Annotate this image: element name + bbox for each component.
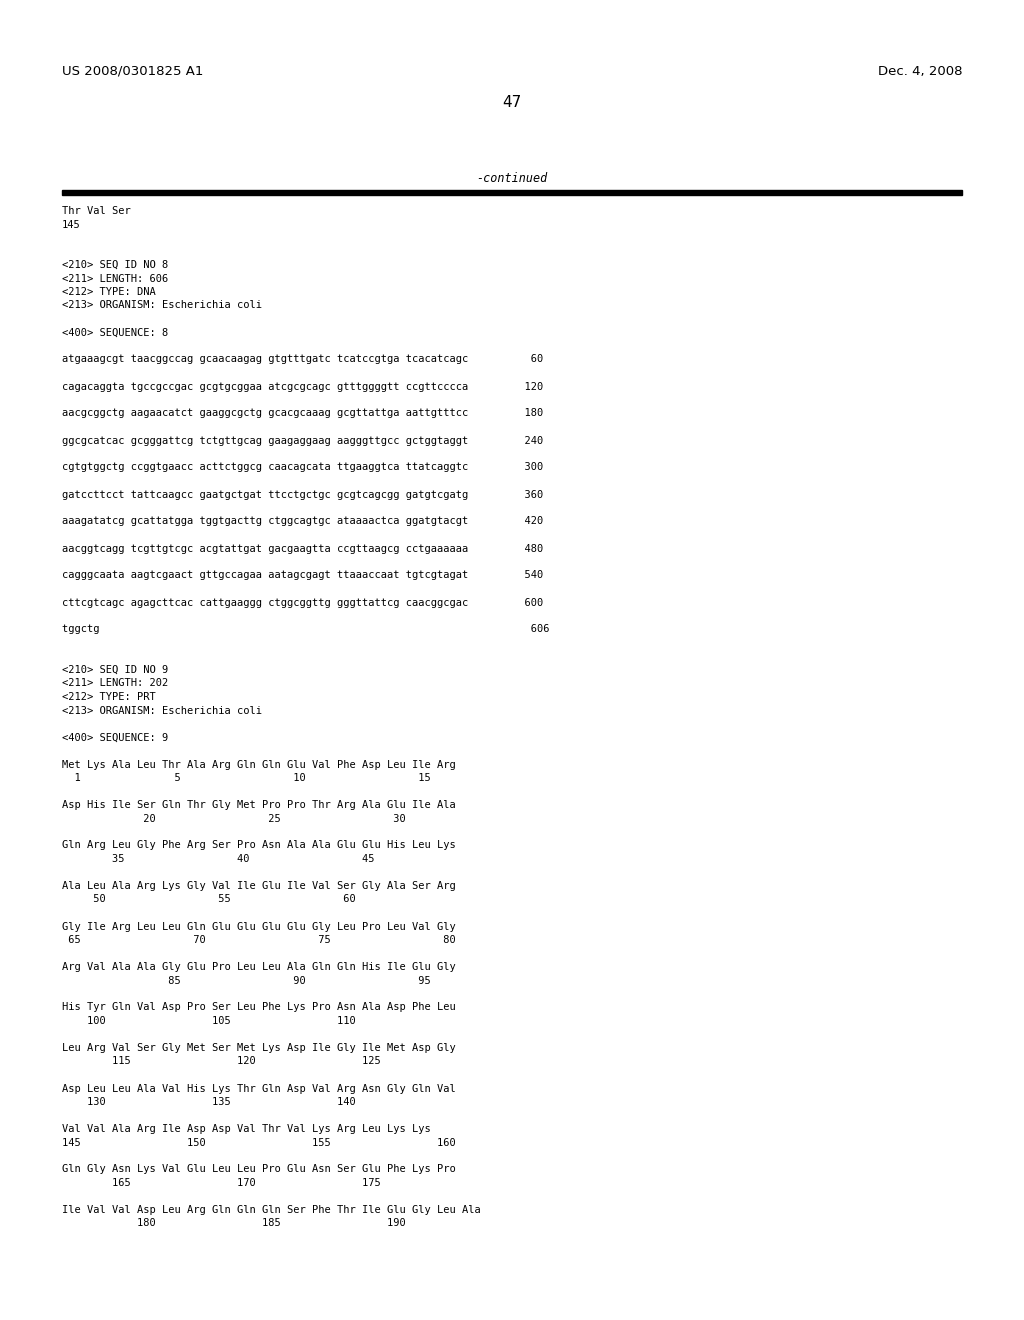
Text: aaagatatcg gcattatgga tggtgacttg ctggcagtgc ataaaactca ggatgtacgt         420: aaagatatcg gcattatgga tggtgacttg ctggcag… (62, 516, 544, 527)
Text: Val Val Ala Arg Ile Asp Asp Val Thr Val Lys Arg Leu Lys Lys: Val Val Ala Arg Ile Asp Asp Val Thr Val … (62, 1125, 431, 1134)
Text: 50                  55                  60: 50 55 60 (62, 895, 355, 904)
Text: <212> TYPE: PRT: <212> TYPE: PRT (62, 692, 156, 702)
Text: 145                 150                 155                 160: 145 150 155 160 (62, 1138, 456, 1147)
Text: US 2008/0301825 A1: US 2008/0301825 A1 (62, 65, 204, 78)
Text: Gln Gly Asn Lys Val Glu Leu Leu Pro Glu Asn Ser Glu Phe Lys Pro: Gln Gly Asn Lys Val Glu Leu Leu Pro Glu … (62, 1164, 456, 1175)
Text: <211> LENGTH: 606: <211> LENGTH: 606 (62, 273, 168, 284)
Text: 100                 105                 110: 100 105 110 (62, 1016, 355, 1026)
Text: 20                  25                  30: 20 25 30 (62, 813, 406, 824)
Text: 130                 135                 140: 130 135 140 (62, 1097, 355, 1107)
Text: Gly Ile Arg Leu Leu Gln Glu Glu Glu Glu Gly Leu Pro Leu Val Gly: Gly Ile Arg Leu Leu Gln Glu Glu Glu Glu … (62, 921, 456, 932)
Text: Ala Leu Ala Arg Lys Gly Val Ile Glu Ile Val Ser Gly Ala Ser Arg: Ala Leu Ala Arg Lys Gly Val Ile Glu Ile … (62, 880, 456, 891)
Text: cagggcaata aagtcgaact gttgccagaa aatagcgagt ttaaaccaat tgtcgtagat         540: cagggcaata aagtcgaact gttgccagaa aatagcg… (62, 570, 544, 581)
Text: Leu Arg Val Ser Gly Met Ser Met Lys Asp Ile Gly Ile Met Asp Gly: Leu Arg Val Ser Gly Met Ser Met Lys Asp … (62, 1043, 456, 1053)
Text: -continued: -continued (476, 172, 548, 185)
Text: <400> SEQUENCE: 8: <400> SEQUENCE: 8 (62, 327, 168, 338)
Text: <213> ORGANISM: Escherichia coli: <213> ORGANISM: Escherichia coli (62, 705, 262, 715)
Text: 115                 120                 125: 115 120 125 (62, 1056, 381, 1067)
Text: Thr Val Ser: Thr Val Ser (62, 206, 131, 216)
Text: cagacaggta tgccgccgac gcgtgcggaa atcgcgcagc gtttggggtt ccgttcccca         120: cagacaggta tgccgccgac gcgtgcggaa atcgcgc… (62, 381, 544, 392)
Text: 1               5                  10                  15: 1 5 10 15 (62, 774, 431, 783)
Text: atgaaagcgt taacggccag gcaacaagag gtgtttgatc tcatccgtga tcacatcagc          60: atgaaagcgt taacggccag gcaacaagag gtgtttg… (62, 355, 544, 364)
Text: <211> LENGTH: 202: <211> LENGTH: 202 (62, 678, 168, 689)
Text: <213> ORGANISM: Escherichia coli: <213> ORGANISM: Escherichia coli (62, 301, 262, 310)
Text: cttcgtcagc agagcttcac cattgaaggg ctggcggttg gggttattcg caacggcgac         600: cttcgtcagc agagcttcac cattgaaggg ctggcgg… (62, 598, 544, 607)
Text: 180                 185                 190: 180 185 190 (62, 1218, 406, 1229)
Text: <212> TYPE: DNA: <212> TYPE: DNA (62, 286, 156, 297)
Text: ggcgcatcac gcgggattcg tctgttgcag gaagaggaag aagggttgcc gctggtaggt         240: ggcgcatcac gcgggattcg tctgttgcag gaagagg… (62, 436, 544, 446)
Text: gatccttcct tattcaagcc gaatgctgat ttcctgctgc gcgtcagcgg gatgtcgatg         360: gatccttcct tattcaagcc gaatgctgat ttcctgc… (62, 490, 544, 499)
Text: Gln Arg Leu Gly Phe Arg Ser Pro Asn Ala Ala Glu Glu His Leu Lys: Gln Arg Leu Gly Phe Arg Ser Pro Asn Ala … (62, 841, 456, 850)
Text: Dec. 4, 2008: Dec. 4, 2008 (878, 65, 962, 78)
Text: 165                 170                 175: 165 170 175 (62, 1177, 381, 1188)
Text: 47: 47 (503, 95, 521, 110)
Text: cgtgtggctg ccggtgaacc acttctggcg caacagcata ttgaaggtca ttatcaggtc         300: cgtgtggctg ccggtgaacc acttctggcg caacagc… (62, 462, 544, 473)
Text: <210> SEQ ID NO 8: <210> SEQ ID NO 8 (62, 260, 168, 271)
Text: Ile Val Val Asp Leu Arg Gln Gln Gln Ser Phe Thr Ile Glu Gly Leu Ala: Ile Val Val Asp Leu Arg Gln Gln Gln Ser … (62, 1205, 480, 1214)
Text: aacggtcagg tcgttgtcgc acgtattgat gacgaagtta ccgttaagcg cctgaaaaaа         480: aacggtcagg tcgttgtcgc acgtattgat gacgaag… (62, 544, 544, 553)
Text: <210> SEQ ID NO 9: <210> SEQ ID NO 9 (62, 665, 168, 675)
Text: aacgcggctg aagaacatct gaaggcgctg gcacgcaaag gcgttattga aattgtttcc         180: aacgcggctg aagaacatct gaaggcgctg gcacgca… (62, 408, 544, 418)
Text: <400> SEQUENCE: 9: <400> SEQUENCE: 9 (62, 733, 168, 742)
Text: 65                  70                  75                  80: 65 70 75 80 (62, 935, 456, 945)
Text: 35                  40                  45: 35 40 45 (62, 854, 375, 865)
Text: Asp His Ile Ser Gln Thr Gly Met Pro Pro Thr Arg Ala Glu Ile Ala: Asp His Ile Ser Gln Thr Gly Met Pro Pro … (62, 800, 456, 810)
Text: His Tyr Gln Val Asp Pro Ser Leu Phe Lys Pro Asn Ala Asp Phe Leu: His Tyr Gln Val Asp Pro Ser Leu Phe Lys … (62, 1002, 456, 1012)
Text: 85                  90                  95: 85 90 95 (62, 975, 431, 986)
Text: Arg Val Ala Ala Gly Glu Pro Leu Leu Ala Gln Gln His Ile Glu Gly: Arg Val Ala Ala Gly Glu Pro Leu Leu Ala … (62, 962, 456, 972)
Text: tggctg                                                                     606: tggctg 606 (62, 624, 550, 635)
Bar (62, 190, 962, 195)
Text: Met Lys Ala Leu Thr Ala Arg Gln Gln Glu Val Phe Asp Leu Ile Arg: Met Lys Ala Leu Thr Ala Arg Gln Gln Glu … (62, 759, 456, 770)
Text: Asp Leu Leu Ala Val His Lys Thr Gln Asp Val Arg Asn Gly Gln Val: Asp Leu Leu Ala Val His Lys Thr Gln Asp … (62, 1084, 456, 1093)
Text: 145: 145 (62, 219, 81, 230)
